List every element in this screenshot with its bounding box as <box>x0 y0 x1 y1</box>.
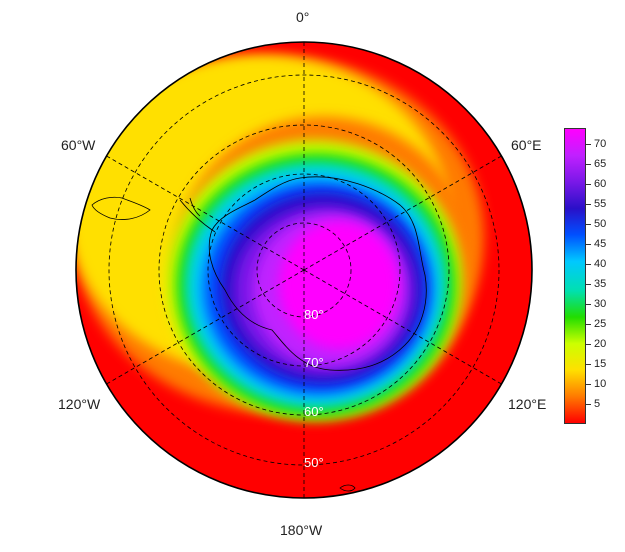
lat-label-80: 80° <box>304 307 324 322</box>
antarctica-coast <box>208 176 427 371</box>
meridian-line <box>106 155 305 271</box>
colorbar-tick-label: 30 <box>594 298 607 310</box>
colorbar-tick <box>586 144 591 145</box>
lat-label-70: 70° <box>304 355 324 370</box>
colorbar-tick <box>586 284 591 285</box>
colorbar-tick-label: 25 <box>594 318 607 330</box>
lon-label-60w: 60°W <box>61 137 96 153</box>
colorbar-tick <box>586 404 591 405</box>
lon-label-180w: 180°W <box>280 522 323 538</box>
colorbar-tick-label: 35 <box>594 278 607 290</box>
colorbar-tick-label: 55 <box>594 198 607 210</box>
lon-label-0: 0° <box>296 9 310 25</box>
colorbar <box>564 128 586 424</box>
colorbar-tick <box>586 224 591 225</box>
meridian-line <box>106 269 305 385</box>
lon-label-120w: 120°W <box>58 396 101 412</box>
colorbar-tick <box>586 244 591 245</box>
colorbar-tick-label: 70 <box>594 138 607 150</box>
latitude-circle <box>256 222 352 318</box>
colorbar-tick-label: 45 <box>594 238 607 250</box>
meridian-line <box>303 269 502 385</box>
graticule <box>106 42 502 498</box>
colorbar-tick-label: 5 <box>594 398 601 410</box>
colorbar-tick <box>586 384 591 385</box>
lat-label-60: 60° <box>304 404 324 419</box>
colorbar-tick-label: 50 <box>594 218 607 230</box>
colorbar-tick-label: 40 <box>594 258 607 270</box>
lon-label-60e: 60°E <box>511 137 542 153</box>
colorbar-tick <box>586 364 591 365</box>
meridian-line <box>303 155 502 271</box>
lon-label-120e: 120°E <box>508 396 547 412</box>
colorbar-tick-label: 60 <box>594 178 607 190</box>
latitude-circle <box>207 173 401 367</box>
colorbar-tick <box>586 324 591 325</box>
peninsula-coast <box>179 197 216 233</box>
colorbar-tick-label: 65 <box>594 158 607 170</box>
island-coast <box>339 484 356 492</box>
colorbar-tick <box>586 344 591 345</box>
map-border <box>75 41 533 499</box>
colorbar-tick <box>586 164 591 165</box>
latitude-circle <box>158 124 450 416</box>
colorbar-tick <box>586 264 591 265</box>
colorbar-tick-label: 15 <box>594 358 607 370</box>
colorbar-tick <box>586 304 591 305</box>
colorbar-tick <box>586 204 591 205</box>
coastlines <box>91 176 427 492</box>
colorbar-tick-label: 10 <box>594 378 607 390</box>
lat-label-50: 50° <box>304 455 324 470</box>
south-america-coast <box>91 196 151 220</box>
latitude-circle <box>108 74 500 466</box>
colorbar-tick <box>586 184 591 185</box>
colorbar-tick-label: 20 <box>594 338 607 350</box>
